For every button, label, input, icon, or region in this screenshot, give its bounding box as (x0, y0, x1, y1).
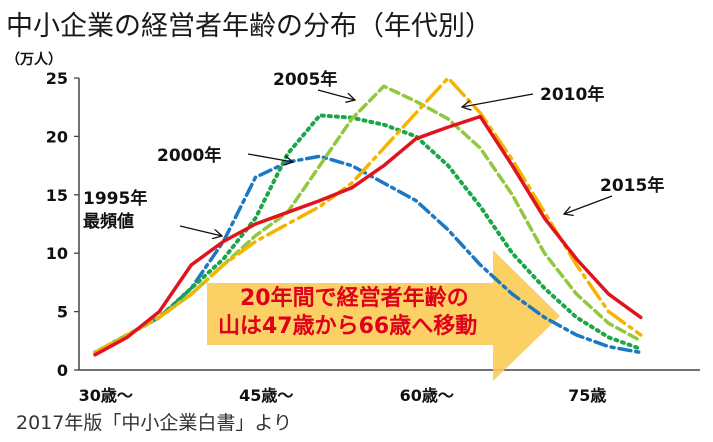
label-2015: 2015年 (600, 175, 664, 196)
series-lines (93, 76, 643, 357)
arrow-2005 (317, 89, 355, 100)
source-note: 2017年版「中小企業白書」より (16, 412, 292, 434)
chart-title: 中小企業の経営者年齢の分布（年代別） (6, 11, 492, 42)
x-tick-label: 60歳～ (400, 386, 454, 405)
y-tick-label: 25 (46, 69, 68, 88)
series-line (93, 154, 643, 355)
arrow-2010 (462, 93, 534, 107)
y-tick-label: 5 (57, 303, 68, 322)
series-line (93, 114, 643, 357)
callout-line-1: 20年間で経営者年齢の (240, 285, 469, 311)
y-tick-label: 15 (46, 186, 68, 205)
y-tick-label: 10 (46, 244, 68, 263)
callout-line-2: 山は47歳から66歳へ移動 (218, 313, 477, 339)
label-2010: 2010年 (540, 84, 604, 105)
y-axis-ticks: 0 5 10 15 20 25 (46, 69, 79, 380)
label-1995: 1995年 (83, 188, 147, 209)
arrow-1995 (179, 225, 222, 236)
x-tick-label: 45歳～ (239, 386, 293, 405)
y-unit-label: （万人） (6, 51, 62, 68)
x-tick-label: 30歳～ (79, 386, 133, 405)
label-2005: 2005年 (273, 69, 337, 90)
x-axis-ticks: 30歳～ 45歳～ 60歳～ 75歳 (79, 386, 607, 405)
callout-arrow (207, 250, 560, 381)
series-line (93, 113, 643, 355)
series-line (93, 76, 643, 355)
y-tick-label: 20 (46, 127, 68, 146)
y-tick-label: 0 (57, 361, 68, 380)
label-1995-mode: 最頻値 (83, 211, 134, 232)
label-2000: 2000年 (157, 145, 221, 166)
arrow-2015 (564, 195, 613, 214)
x-tick-label: 75歳 (568, 386, 606, 405)
arrow-2000 (247, 153, 293, 162)
